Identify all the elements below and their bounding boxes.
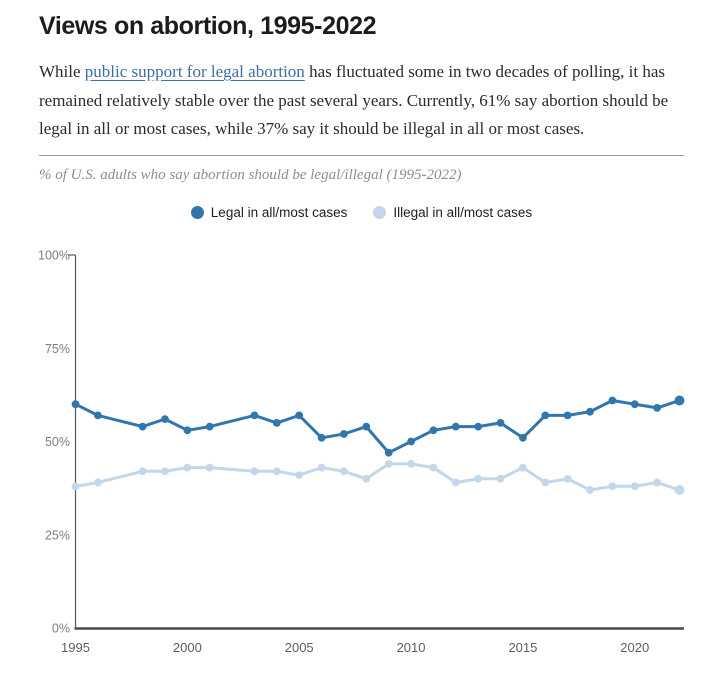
legend-item-illegal: Illegal in all/most cases [373, 205, 532, 220]
data-point-legal-2006 [317, 433, 326, 442]
data-point-legal-2015 [519, 433, 527, 442]
data-point-illegal-1999 [161, 467, 169, 476]
legal-series-dot-icon [190, 206, 204, 219]
intro-text-after-link: has fluctuated some in two decades of po… [39, 62, 669, 138]
data-point-legal-2005 [295, 411, 304, 420]
data-point-legal-2004 [272, 419, 281, 427]
x-axis-label-2000: 2000 [173, 640, 202, 655]
data-point-illegal-2001 [205, 463, 214, 472]
data-point-illegal-2019 [608, 482, 617, 491]
data-point-legal-2007 [340, 430, 348, 438]
data-point-legal-2014 [496, 419, 505, 427]
data-point-legal-2000 [183, 426, 192, 435]
x-axis-label-2015: 2015 [508, 640, 537, 655]
legal-abortion-link[interactable]: public support for legal abortion [84, 62, 305, 81]
line-chart: 0% 25% 50% 75% 100% 1995 2000 2005 2010 2015 2020 [0, 240, 723, 680]
data-point-illegal-1995 [71, 482, 80, 491]
section-divider [39, 155, 684, 156]
data-point-illegal-2018 [586, 486, 594, 494]
data-point-legal-2019 [608, 396, 617, 405]
x-axis-label-2010: 2010 [397, 640, 426, 655]
data-point-legal-2021 [653, 404, 661, 412]
y-axis-label-100: 100% [38, 249, 70, 263]
y-axis-label-0: 0% [52, 622, 70, 636]
y-axis-label-75: 75% [45, 342, 70, 356]
chart-legend: Legal in all/most cases Illegal in all/m… [0, 205, 723, 220]
chart-canvas: 0% 25% 50% 75% 100% 1995 2000 2005 2010 2015 2020 [38, 249, 685, 655]
legend-label-illegal: Illegal in all/most cases [393, 205, 533, 220]
data-point-illegal-2017 [563, 474, 572, 483]
data-point-illegal-1996 [94, 478, 102, 487]
y-axis-label-50: 50% [45, 435, 70, 449]
data-point-illegal-2011 [429, 463, 438, 472]
data-point-illegal-2007 [340, 467, 348, 476]
data-point-legal-1996 [94, 411, 102, 420]
chart-subtitle: % of U.S. adults who say abortion should… [39, 167, 462, 183]
data-point-illegal-2015 [519, 463, 527, 472]
data-point-illegal-2006 [317, 463, 326, 472]
x-axis-label-2020: 2020 [620, 640, 649, 655]
data-point-legal-2016 [541, 411, 550, 420]
legend-item-legal: Legal in all/most cases [190, 205, 348, 220]
data-point-illegal-2021 [653, 478, 661, 487]
data-point-legal-2003 [250, 411, 259, 420]
y-axis-label-25: 25% [45, 528, 70, 542]
page-title: Views on abortion, 1995-2022 [39, 12, 377, 40]
data-point-illegal-2012 [451, 478, 460, 487]
data-point-legal-2010 [407, 437, 415, 446]
data-point-legal-2020 [630, 400, 639, 409]
data-point-legal-2012 [451, 422, 460, 431]
data-point-legal-2008 [362, 422, 371, 431]
data-point-illegal-2000 [183, 463, 192, 472]
data-point-illegal-2022 [674, 485, 685, 495]
x-axis-label-1995: 1995 [61, 640, 90, 655]
intro-paragraph: While public support for legal abortion … [39, 58, 689, 144]
data-point-illegal-2004 [272, 467, 281, 476]
data-point-illegal-2009 [384, 460, 393, 468]
x-axis-label-2005: 2005 [285, 640, 314, 655]
data-point-legal-2022 [674, 395, 685, 406]
data-point-legal-2018 [586, 407, 594, 416]
legend-label-legal: Legal in all/most cases [210, 205, 348, 220]
data-point-illegal-2013 [474, 474, 483, 483]
data-point-illegal-2003 [250, 467, 259, 476]
data-point-legal-2013 [474, 422, 483, 431]
data-point-legal-1998 [138, 422, 147, 431]
data-point-legal-1995 [71, 400, 80, 409]
data-point-legal-2009 [384, 448, 393, 457]
data-point-illegal-2005 [295, 471, 304, 479]
illegal-series-dot-icon [373, 206, 387, 219]
data-point-legal-1999 [161, 415, 169, 423]
data-point-illegal-2016 [541, 478, 550, 487]
data-point-legal-2017 [563, 411, 572, 420]
intro-text-before-link: While [39, 62, 85, 81]
data-point-illegal-2008 [362, 474, 371, 483]
data-point-illegal-1998 [138, 467, 147, 476]
data-point-illegal-2014 [496, 474, 505, 483]
data-point-illegal-2020 [630, 482, 639, 491]
data-point-legal-2011 [429, 426, 438, 435]
data-point-legal-2001 [205, 422, 214, 431]
data-point-illegal-2010 [407, 460, 415, 468]
